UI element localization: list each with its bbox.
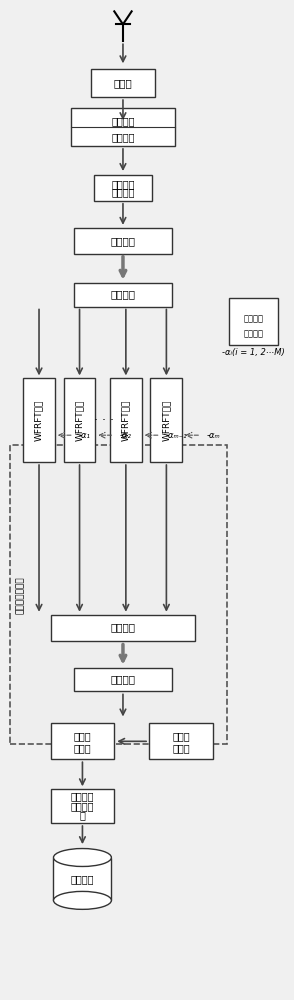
Text: 下变频: 下变频 bbox=[113, 78, 132, 88]
Text: 同步模块: 同步模块 bbox=[111, 236, 136, 246]
FancyBboxPatch shape bbox=[10, 445, 227, 744]
FancyBboxPatch shape bbox=[74, 283, 172, 307]
Text: 数据解映: 数据解映 bbox=[71, 801, 94, 811]
Text: WFRFT处理: WFRFT处理 bbox=[34, 400, 44, 441]
Text: 数字基带: 数字基带 bbox=[71, 792, 94, 802]
FancyBboxPatch shape bbox=[51, 789, 114, 823]
Text: 数据分配: 数据分配 bbox=[111, 290, 136, 300]
Text: WFRFT处理: WFRFT处理 bbox=[75, 400, 84, 441]
FancyBboxPatch shape bbox=[74, 228, 172, 254]
FancyBboxPatch shape bbox=[51, 615, 195, 641]
Text: 数据合并: 数据合并 bbox=[111, 623, 136, 633]
Text: -αᵢ(i = 1, 2⋯M): -αᵢ(i = 1, 2⋯M) bbox=[222, 348, 285, 357]
Text: 解密变换: 解密变换 bbox=[243, 314, 263, 323]
Ellipse shape bbox=[54, 849, 111, 866]
Text: -αₘ: -αₘ bbox=[206, 431, 220, 440]
Text: 同步恢复: 同步恢复 bbox=[111, 675, 136, 685]
Text: 数字解调: 数字解调 bbox=[111, 179, 135, 189]
FancyBboxPatch shape bbox=[91, 69, 155, 97]
Text: 变换域解密模块: 变换域解密模块 bbox=[16, 576, 25, 614]
Text: 生模块: 生模块 bbox=[172, 743, 190, 753]
Text: 码模块: 码模块 bbox=[74, 743, 91, 753]
FancyBboxPatch shape bbox=[110, 378, 142, 462]
Text: · · ·: · · · bbox=[94, 414, 114, 427]
FancyBboxPatch shape bbox=[54, 858, 111, 900]
FancyBboxPatch shape bbox=[94, 175, 152, 201]
Text: WFRFT处理: WFRFT处理 bbox=[121, 400, 130, 441]
Text: -α₁: -α₁ bbox=[79, 431, 91, 440]
Text: 解调接收: 解调接收 bbox=[111, 188, 135, 198]
Text: -α₂: -α₂ bbox=[119, 431, 131, 440]
FancyBboxPatch shape bbox=[23, 378, 55, 462]
Text: 模数转换: 模数转换 bbox=[111, 132, 135, 142]
FancyBboxPatch shape bbox=[229, 298, 278, 345]
FancyBboxPatch shape bbox=[51, 723, 114, 759]
Ellipse shape bbox=[54, 891, 111, 909]
Text: WFRFT处理: WFRFT处理 bbox=[162, 400, 171, 441]
FancyBboxPatch shape bbox=[71, 108, 175, 146]
Text: 扩频码: 扩频码 bbox=[172, 731, 190, 741]
FancyBboxPatch shape bbox=[151, 378, 182, 462]
FancyBboxPatch shape bbox=[64, 378, 96, 462]
Text: 模拟处理: 模拟处理 bbox=[111, 116, 135, 126]
Text: 扩频解: 扩频解 bbox=[74, 731, 91, 741]
FancyBboxPatch shape bbox=[149, 723, 213, 759]
Text: 参数选择: 参数选择 bbox=[243, 329, 263, 338]
Text: 射: 射 bbox=[79, 811, 85, 821]
Text: 数据处理: 数据处理 bbox=[71, 874, 94, 884]
Text: -αₘ₋₁: -αₘ₋₁ bbox=[166, 431, 187, 440]
FancyBboxPatch shape bbox=[74, 668, 172, 691]
